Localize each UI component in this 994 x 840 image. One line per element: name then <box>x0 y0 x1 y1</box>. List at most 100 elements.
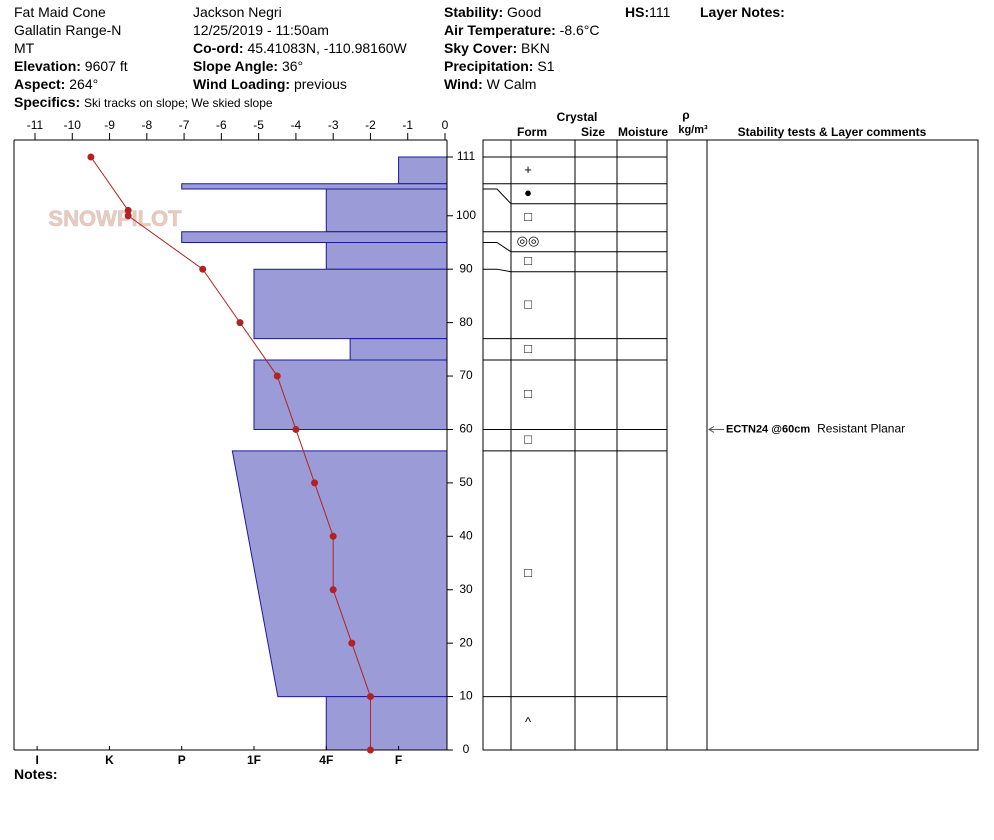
field: Wind Loading: previous <box>193 76 347 92</box>
field: Specifics: Ski tracks on slope; We skied… <box>14 94 273 111</box>
hardness-bar <box>325 696 448 751</box>
field: Stability: Good <box>444 4 541 20</box>
crystal-form: □ <box>524 565 532 580</box>
label: Air Temperature: <box>444 22 556 38</box>
notes: Notes: <box>14 766 58 782</box>
crystal-form: + <box>524 162 532 177</box>
label: Precipitation: <box>444 58 534 74</box>
temperature-point <box>273 372 281 380</box>
crystal-form: □ <box>524 386 532 401</box>
value: 264° <box>69 76 99 92</box>
y-tick-label: 40 <box>459 528 473 542</box>
label: HS: <box>625 4 650 20</box>
col-header: Form <box>517 125 547 139</box>
y-tick-label: 100 <box>456 208 476 222</box>
datetime: 12/25/2019 - 11:50am <box>193 22 329 38</box>
hardness-bar <box>181 183 448 190</box>
site: Fat Maid Cone <box>14 4 106 20</box>
hardness-bar <box>253 359 448 430</box>
temperature-point <box>236 319 244 327</box>
x-tick-label: -9 <box>104 118 115 132</box>
temperature-point <box>292 425 300 433</box>
watermark: SNOWPILOT <box>48 206 182 231</box>
x-tick-label: -11 <box>27 118 44 132</box>
temperature-point <box>366 693 374 701</box>
field: Wind: W Calm <box>444 76 536 92</box>
temperature-point <box>329 586 337 594</box>
x-tick-label: -10 <box>64 118 82 132</box>
col-header: Moisture <box>618 125 668 139</box>
temperature-point <box>348 639 356 647</box>
col-header: Size <box>581 125 605 139</box>
x-tick-label: -2 <box>365 118 376 132</box>
label: Elevation: <box>14 58 81 74</box>
x-tick-label: 0 <box>442 118 449 132</box>
table-border <box>482 139 979 751</box>
test-arrow-head <box>708 426 715 433</box>
value: 45.41083N, -110.98160W <box>247 40 407 56</box>
value: previous <box>293 76 347 92</box>
observer: Jackson Negri <box>193 4 282 20</box>
y-tick-label: 60 <box>459 422 473 436</box>
label: Specifics: <box>14 94 81 110</box>
y-tick-label: 0 <box>463 742 470 756</box>
field: Precipitation: S1 <box>444 58 554 74</box>
table-frame <box>482 139 979 751</box>
temperature-point <box>124 206 132 214</box>
layer-connector <box>483 268 512 273</box>
crystal-form: ◎◎ <box>517 233 540 248</box>
x-tick-label: -8 <box>141 118 152 132</box>
col-header: kg/m³ <box>678 124 708 136</box>
y-tick-label: 10 <box>459 689 473 703</box>
temperature-point <box>87 153 95 161</box>
test-comment: Resistant Planar <box>817 422 905 436</box>
state: MT <box>14 40 35 56</box>
label: Aspect: <box>14 76 66 92</box>
x-tick-label: -6 <box>216 118 227 132</box>
label: Sky Cover: <box>444 40 518 56</box>
value: 36° <box>281 58 304 74</box>
crystal-form: □ <box>524 432 532 447</box>
label: Stability: <box>444 4 504 20</box>
crystal-form: □ <box>524 253 532 268</box>
col-header: Crystal <box>557 110 598 124</box>
crystal-form: □ <box>524 297 532 312</box>
value: Ski tracks on slope; We skied slope <box>84 96 273 110</box>
hardness-bar <box>325 241 448 270</box>
label: Slope Angle: <box>193 58 279 74</box>
y-tick-label: 70 <box>459 368 473 382</box>
y-tick-label: 30 <box>459 582 473 596</box>
y-tick-label: 20 <box>459 635 473 649</box>
range: Gallatin Range-N <box>14 22 122 38</box>
label: Wind Loading: <box>193 76 291 92</box>
hardness-bar <box>231 450 448 698</box>
x-tick-label: -5 <box>253 118 264 132</box>
y-tick-label: 90 <box>459 261 473 275</box>
value: W Calm <box>486 76 537 92</box>
hardness-tick-label: P <box>178 753 186 767</box>
hardness-bar <box>398 156 448 185</box>
hardness-bar <box>253 268 448 340</box>
x-tick-label: -1 <box>402 118 413 132</box>
field: Elevation: 9607 ft <box>14 58 128 74</box>
value: Good <box>507 4 542 20</box>
col-header: ρ <box>682 108 689 122</box>
hardness-tick-label: 4F <box>319 753 333 767</box>
label: Co-ord: <box>193 40 244 56</box>
field: Co-ord: 45.41083N, -110.98160W <box>193 40 407 56</box>
field: Air Temperature: -8.6°C <box>444 22 600 38</box>
layer-notes: Layer Notes: <box>700 4 785 20</box>
hardness-tick-label: 1F <box>247 753 261 767</box>
layer-connector <box>483 188 512 205</box>
crystal-form: ^ <box>525 715 532 730</box>
x-tick-label: -7 <box>179 118 190 132</box>
col-header: Stability tests & Layer comments <box>738 125 927 139</box>
crystal-form: ● <box>524 185 532 200</box>
field: Sky Cover: BKN <box>444 40 550 56</box>
hardness-bar <box>181 231 448 243</box>
y-tick-label: 80 <box>459 315 473 329</box>
hardness-tick-label: I <box>35 753 38 767</box>
hardness-tick-label: F <box>395 753 402 767</box>
